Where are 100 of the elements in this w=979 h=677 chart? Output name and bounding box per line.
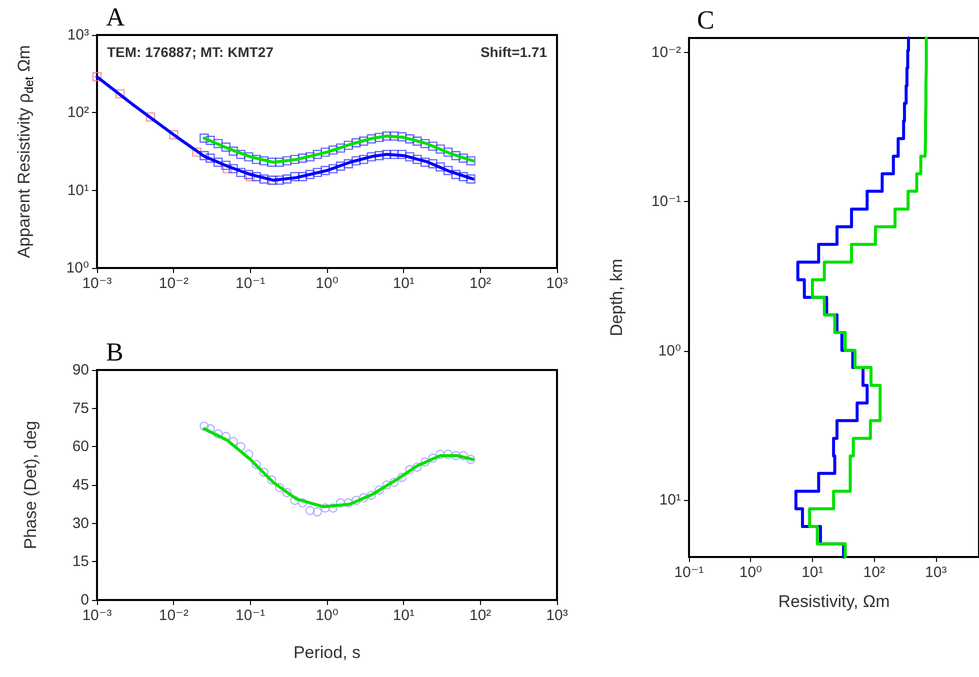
point [444,166,453,176]
point [374,151,384,160]
x-tick-label: 10⁰ [316,607,338,624]
point [344,498,353,508]
point [228,436,238,446]
point [436,450,445,459]
point [366,490,376,500]
point [412,462,422,472]
y-tick-label: 10³ [67,26,89,44]
point [466,156,476,166]
annotation: Shift=1.71 [480,44,548,60]
point [458,451,468,460]
point [244,152,254,162]
point [290,172,300,182]
x-tick-label: 10¹ [802,564,824,581]
point [352,496,361,505]
y-tick-label: 10⁰ [66,260,89,276]
point [305,506,315,516]
x-tick-label: 10⁻² [158,275,188,292]
point [444,148,453,157]
point [298,154,308,163]
point [405,134,414,144]
x-tick-label: 10² [469,607,492,624]
point [228,164,238,174]
x-tick-label: 10³ [546,607,568,624]
point [267,475,276,484]
point [397,150,407,160]
point [221,432,230,442]
annotation: TEM: 176887; MT: KMT27 [107,44,274,60]
x-tick-label: 10² [863,564,885,581]
y-tick-label: 30 [72,514,89,532]
point [344,140,353,150]
point [397,472,407,482]
point [298,498,308,508]
point [259,174,268,184]
point [412,136,422,146]
point [344,159,353,168]
point [420,138,430,148]
point [259,156,268,166]
point [352,138,361,148]
point [436,144,445,154]
point [428,142,438,151]
point [358,136,368,146]
point [312,150,322,160]
point [336,162,346,171]
point [336,143,346,153]
point [290,154,300,164]
point [320,503,330,513]
point [366,134,376,144]
point [444,450,453,459]
point [252,460,262,470]
point [214,429,223,438]
point [221,160,230,170]
x-tick-label: 10³ [546,275,568,292]
y-axis-title: Apparent Resistivity ρdet Ωm [14,45,36,258]
point [374,486,384,495]
y-tick-label: 10⁰ [658,342,681,360]
point [358,154,368,164]
point [358,493,368,502]
y-tick-label: 10⁻² [651,44,681,61]
point [405,465,414,474]
point [451,170,460,180]
y-tick-label: 10⁻¹ [651,193,681,210]
point [428,159,438,168]
point [267,158,276,167]
point [328,164,338,174]
point [382,480,392,490]
x-tick-label: 10⁻³ [82,607,112,624]
y-tick-label: 10¹ [67,182,89,199]
point [320,148,330,157]
x-tick-label: 10² [469,275,492,292]
point [374,132,384,142]
y-axis-title: Phase (Det), deg [21,420,40,550]
point [336,498,346,508]
x-tick-label: 10⁰ [316,275,338,292]
point [214,158,223,167]
point [428,454,438,463]
chart-title: B [106,338,124,366]
point [328,503,338,513]
point [305,152,315,162]
point [252,172,262,182]
x-tick-label: 10³ [925,564,947,581]
point [451,451,460,460]
point [405,152,414,162]
y-tick-label: 0 [80,592,89,608]
point [352,156,361,166]
y-tick-label: 75 [72,400,89,417]
point [206,154,215,163]
x-axis-title: Resistivity, Ωm [778,592,890,611]
point [274,176,284,185]
point [412,154,422,164]
point [382,150,392,160]
point [420,158,430,167]
y-tick-label: 15 [72,553,89,570]
x-axis-title: Period, s [293,643,361,662]
point [259,468,268,477]
point [282,156,292,166]
y-tick-label: 45 [72,476,89,494]
point [305,170,315,180]
point [397,132,407,142]
